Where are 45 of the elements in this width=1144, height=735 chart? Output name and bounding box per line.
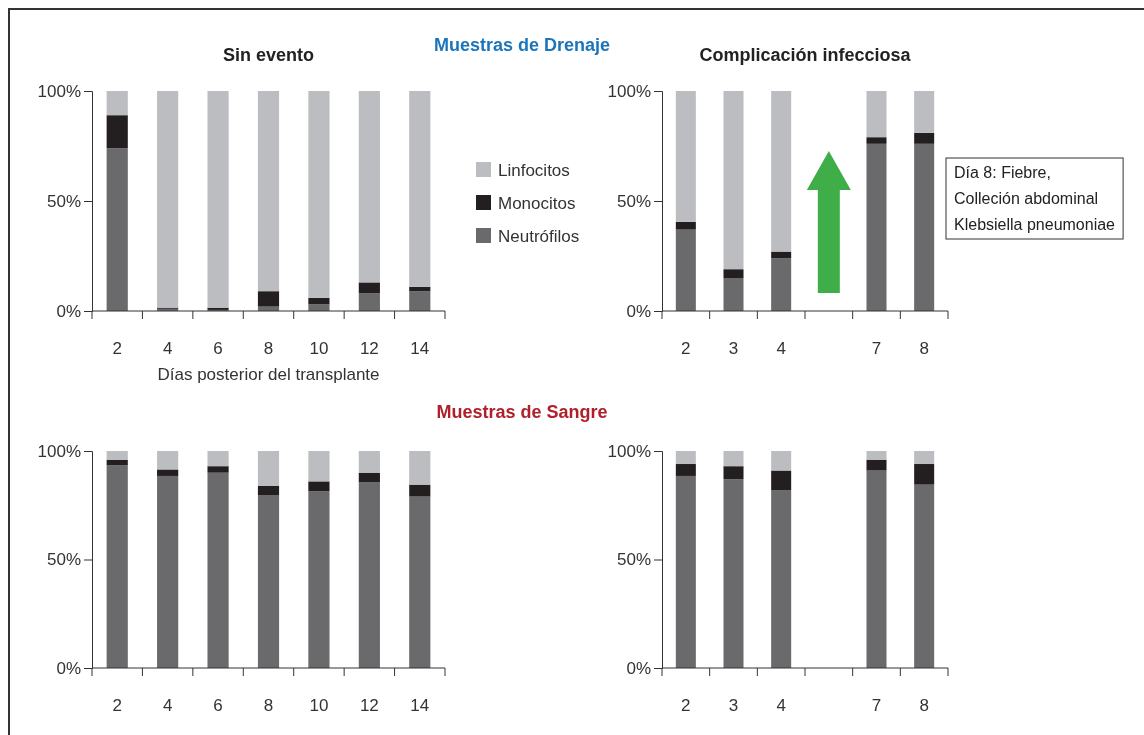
legend-label: Linfocitos	[498, 161, 570, 180]
y-tick-label: 0%	[626, 658, 651, 678]
x-tick-label: 14	[410, 339, 430, 358]
x-tick-label: 10	[309, 339, 329, 358]
text: Muestras de Drenaje	[433, 35, 611, 55]
chart-title: Complicación infecciosa	[699, 45, 912, 65]
x-tick-label: 14	[410, 696, 430, 715]
text: Día 8: Fiebre, Colleción abdominal Klebsiella pneumoniae	[954, 164, 1116, 233]
x-tick-label: 8	[919, 339, 929, 358]
x-tick-label: 10	[309, 696, 329, 715]
x-tick-label: 8	[919, 696, 929, 715]
x-tick-label: 12	[359, 696, 379, 715]
y-tick-label: 100%	[607, 81, 651, 101]
x-tick-label: 4	[776, 339, 786, 358]
x-tick-label: 7	[871, 339, 882, 358]
y-tick-label: 50%	[46, 550, 81, 570]
x-tick-label: 4	[776, 696, 786, 715]
y-tick-label: 100%	[607, 441, 651, 461]
y-tick-label: 0%	[56, 658, 81, 678]
y-tick-label: 100%	[37, 441, 81, 461]
x-tick-label: 2	[681, 696, 691, 715]
x-tick-label: 4	[162, 696, 173, 715]
y-tick-label: 100%	[37, 81, 81, 101]
x-tick-label: 3	[728, 339, 739, 358]
y-tick-label: 50%	[616, 550, 651, 570]
x-axis-title: Días posterior del transplante	[157, 365, 380, 384]
y-tick-label: 0%	[56, 301, 81, 321]
legend-label: Neutrófilos	[498, 227, 580, 246]
legend-label: Monocitos	[498, 194, 576, 213]
x-tick-label: 4	[162, 339, 173, 358]
chart-title: Sin evento	[222, 45, 315, 65]
x-tick-label: 2	[112, 696, 122, 715]
x-tick-label: 6	[213, 339, 223, 358]
x-tick-label: 2	[681, 339, 691, 358]
y-tick-label: 50%	[46, 191, 81, 211]
text: Muestras de Sangre	[436, 402, 608, 422]
x-tick-label: 6	[213, 696, 223, 715]
y-tick-label: 0%	[626, 301, 651, 321]
x-tick-label: 3	[728, 696, 739, 715]
x-tick-label: 2	[112, 339, 122, 358]
x-tick-label: 8	[263, 696, 274, 715]
x-tick-label: 7	[871, 696, 882, 715]
x-tick-label: 8	[263, 339, 274, 358]
x-tick-label: 12	[359, 339, 379, 358]
y-tick-label: 50%	[616, 191, 651, 211]
